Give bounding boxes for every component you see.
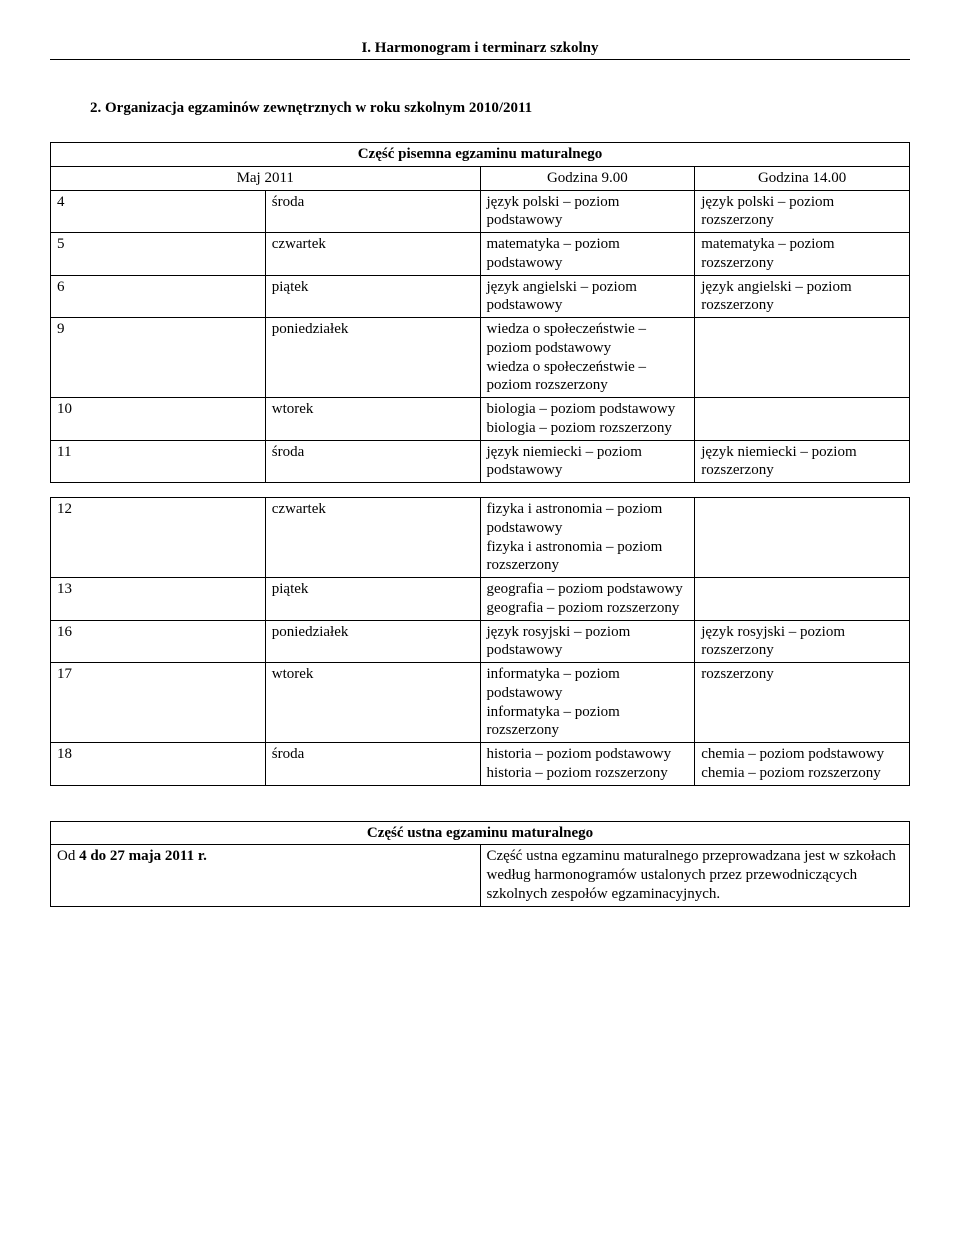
table-row: 6piątekjęzyk angielski – poziom podstawo… xyxy=(51,275,910,318)
row-right: język niemiecki – poziom rozszerzony xyxy=(695,440,910,483)
row-right: język polski – poziom rozszerzony xyxy=(695,190,910,233)
time1-cell: Godzina 9.00 xyxy=(480,166,695,190)
row-number: 6 xyxy=(51,275,266,318)
table-row: Maj 2011 Godzina 9.00 Godzina 14.00 xyxy=(51,166,910,190)
row-number: 4 xyxy=(51,190,266,233)
row-number: 17 xyxy=(51,663,266,743)
row-day: czwartek xyxy=(265,498,480,578)
row-number: 13 xyxy=(51,578,266,621)
row-number: 9 xyxy=(51,318,266,398)
table-row: Część ustna egzaminu maturalnego xyxy=(51,821,910,845)
time2-cell: Godzina 14.00 xyxy=(695,166,910,190)
row-mid: wiedza o społeczeństwie – poziom podstaw… xyxy=(480,318,695,398)
row-day: piątek xyxy=(265,578,480,621)
row-right xyxy=(695,578,910,621)
row-number: 10 xyxy=(51,398,266,441)
written-header: Część pisemna egzaminu maturalnego xyxy=(51,143,910,167)
row-mid: język polski – poziom podstawowy xyxy=(480,190,695,233)
oral-header: Część ustna egzaminu maturalnego xyxy=(51,821,910,845)
gap-cell xyxy=(51,483,910,498)
table-row: 5czwartekmatematyka – poziom podstawowym… xyxy=(51,233,910,276)
row-number: 12 xyxy=(51,498,266,578)
row-mid: historia – poziom podstawowy historia – … xyxy=(480,743,695,786)
row-day: piątek xyxy=(265,275,480,318)
row-day: środa xyxy=(265,190,480,233)
table-row: Część pisemna egzaminu maturalnego xyxy=(51,143,910,167)
oral-left-prefix: Od xyxy=(57,848,79,864)
row-day: wtorek xyxy=(265,663,480,743)
row-right xyxy=(695,398,910,441)
row-number: 18 xyxy=(51,743,266,786)
oral-left: Od 4 do 27 maja 2011 r. xyxy=(51,845,481,906)
table-row: 17wtorekinformatyka – poziom podstawowy … xyxy=(51,663,910,743)
row-right: język rosyjski – poziom rozszerzony xyxy=(695,620,910,663)
row-day: środa xyxy=(265,440,480,483)
table-row: Od 4 do 27 maja 2011 r. Część ustna egza… xyxy=(51,845,910,906)
row-day: poniedziałek xyxy=(265,620,480,663)
row-right: rozszerzony xyxy=(695,663,910,743)
table-gap xyxy=(51,483,910,498)
row-mid: język rosyjski – poziom podstawowy xyxy=(480,620,695,663)
oral-exam-table: Część ustna egzaminu maturalnego Od 4 do… xyxy=(50,821,910,907)
table-row: 10wtorekbiologia – poziom podstawowy bio… xyxy=(51,398,910,441)
written-exam-table: Część pisemna egzaminu maturalnego Maj 2… xyxy=(50,142,910,786)
row-day: czwartek xyxy=(265,233,480,276)
row-mid: geografia – poziom podstawowy geografia … xyxy=(480,578,695,621)
section-subtitle: 2. Organizacja egzaminów zewnętrznych w … xyxy=(90,100,910,117)
row-right: język angielski – poziom rozszerzony xyxy=(695,275,910,318)
page-title: I. Harmonogram i terminarz szkolny xyxy=(50,40,910,60)
row-right xyxy=(695,318,910,398)
row-mid: fizyka i astronomia – poziom podstawowy … xyxy=(480,498,695,578)
row-right: matematyka – poziom rozszerzony xyxy=(695,233,910,276)
row-day: wtorek xyxy=(265,398,480,441)
oral-left-bold: 4 do 27 maja 2011 r. xyxy=(79,848,207,864)
oral-right: Część ustna egzaminu maturalnego przepro… xyxy=(480,845,910,906)
row-mid: matematyka – poziom podstawowy xyxy=(480,233,695,276)
table-row: 13piątekgeografia – poziom podstawowy ge… xyxy=(51,578,910,621)
table-row: 11środajęzyk niemiecki – poziom podstawo… xyxy=(51,440,910,483)
table-row: 4środajęzyk polski – poziom podstawowyję… xyxy=(51,190,910,233)
row-right: chemia – poziom podstawowy chemia – pozi… xyxy=(695,743,910,786)
row-mid: język niemiecki – poziom podstawowy xyxy=(480,440,695,483)
row-day: środa xyxy=(265,743,480,786)
table-row: 9poniedziałekwiedza o społeczeństwie – p… xyxy=(51,318,910,398)
row-mid: informatyka – poziom podstawowy informat… xyxy=(480,663,695,743)
table-row: 18środahistoria – poziom podstawowy hist… xyxy=(51,743,910,786)
row-mid: język angielski – poziom podstawowy xyxy=(480,275,695,318)
row-day: poniedziałek xyxy=(265,318,480,398)
row-number: 16 xyxy=(51,620,266,663)
table-row: 16poniedziałekjęzyk rosyjski – poziom po… xyxy=(51,620,910,663)
row-mid: biologia – poziom podstawowy biologia – … xyxy=(480,398,695,441)
table-row: 12czwartekfizyka i astronomia – poziom p… xyxy=(51,498,910,578)
month-cell: Maj 2011 xyxy=(51,166,481,190)
row-number: 5 xyxy=(51,233,266,276)
row-right xyxy=(695,498,910,578)
row-number: 11 xyxy=(51,440,266,483)
